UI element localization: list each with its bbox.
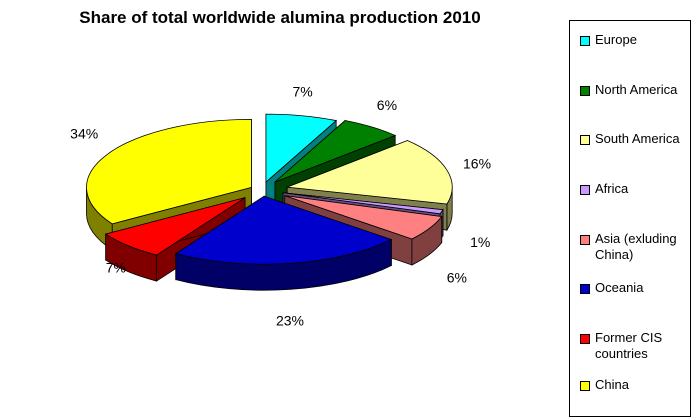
legend-label: Oceania xyxy=(595,280,644,295)
legend-label: North America xyxy=(595,82,678,97)
legend-swatch xyxy=(580,334,590,344)
legend-swatch xyxy=(580,284,590,294)
slice-top-south-america xyxy=(287,140,453,205)
data-label-oceania: 23% xyxy=(276,312,304,328)
legend-label: Europe xyxy=(595,32,637,47)
chart-title: Share of total worldwide alumina product… xyxy=(79,8,481,27)
pie-slice-oceania xyxy=(174,195,393,291)
data-label-china: 34% xyxy=(70,126,98,142)
data-label-north-america: 6% xyxy=(377,97,397,113)
slice-top-europe xyxy=(265,113,338,183)
legend: Europe North America South America Afric… xyxy=(569,20,691,417)
legend-label: China xyxy=(595,377,629,392)
data-label-europe: 7% xyxy=(292,83,312,99)
data-label-asia: 6% xyxy=(447,269,467,285)
legend-label: Africa xyxy=(595,181,629,196)
legend-swatch xyxy=(580,86,590,96)
legend-swatch xyxy=(580,381,590,391)
pie-chart: 7% 6% 16% 1% 6% 23% 7% 34% xyxy=(70,83,491,328)
slice-top-oceania xyxy=(174,195,393,265)
legend-swatch xyxy=(580,36,590,46)
legend-label: Asia (exluding China) xyxy=(595,231,677,262)
legend-label: Former CIS countries xyxy=(595,330,663,361)
legend-swatch xyxy=(580,235,590,245)
legend-swatch xyxy=(580,185,590,195)
data-label-south-america: 16% xyxy=(463,156,491,172)
legend-label: South America xyxy=(595,131,680,146)
data-label-former-cis: 7% xyxy=(106,260,126,276)
slice-top-asia xyxy=(284,195,443,240)
slice-top-china xyxy=(86,118,252,225)
slice-top-former-cis xyxy=(104,197,246,256)
data-label-africa: 1% xyxy=(470,234,490,250)
slice-top-north-america xyxy=(274,120,397,183)
slice-top-africa xyxy=(283,192,444,215)
legend-swatch xyxy=(580,135,590,145)
